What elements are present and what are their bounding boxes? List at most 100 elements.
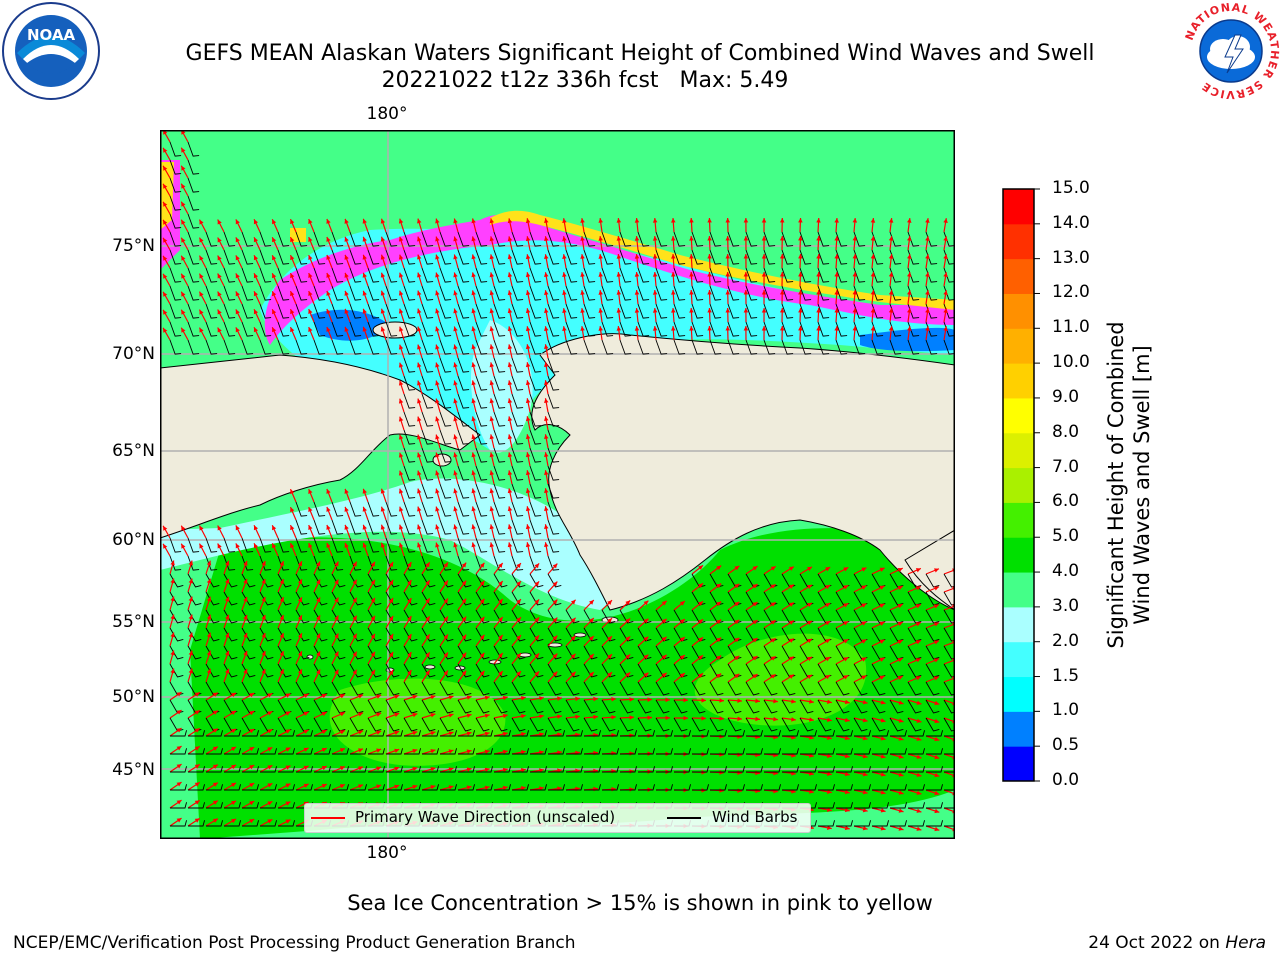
- wave-direction-arrowhead: [807, 584, 813, 590]
- wave-direction-arrowhead: [362, 218, 367, 224]
- wave-direction-arrowhead: [176, 746, 182, 751]
- wind-barb: [512, 784, 529, 791]
- wave-direction-arrowhead: [303, 711, 309, 716]
- wave-direction-arrowhead: [253, 255, 259, 261]
- wave-direction-arrowhead: [435, 506, 440, 512]
- wave-direction-arrowhead: [358, 784, 363, 789]
- wave-direction-arrowhead: [376, 766, 382, 771]
- wave-direction-arrowhead: [489, 542, 495, 548]
- wind-barb: [206, 784, 223, 791]
- wave-direction-arrowhead: [755, 716, 760, 722]
- wave-direction-arrowhead: [303, 693, 309, 698]
- wave-direction-arrowhead: [163, 201, 168, 207]
- wave-direction-arrowhead: [443, 634, 448, 640]
- wave-direction-arrowhead: [625, 654, 631, 660]
- wave-direction-arrowhead: [163, 255, 168, 261]
- wave-direction-arrowhead: [862, 717, 868, 723]
- wind-barb: [691, 573, 706, 588]
- wind-barb: [907, 591, 922, 606]
- wave-direction-arrowhead: [798, 218, 803, 223]
- wind-barb: [727, 249, 740, 265]
- wind-barb: [169, 609, 184, 624]
- wind-barb: [818, 748, 835, 755]
- wave-direction-arrowhead: [844, 753, 850, 759]
- wave-direction-arrowhead: [507, 398, 513, 404]
- wave-direction-arrowhead: [212, 692, 218, 697]
- wind-barb: [169, 627, 184, 642]
- wind-barb: [439, 645, 454, 660]
- wave-direction-arrowhead: [435, 452, 440, 458]
- sea-ice-note: Sea Ice Concentration > 15% is shown in …: [347, 891, 933, 915]
- wave-direction-arrowhead: [629, 769, 634, 774]
- wave-direction-arrowhead: [752, 584, 758, 589]
- wave-direction-arrowhead: [471, 398, 476, 404]
- wave-direction-arrowhead: [752, 656, 758, 661]
- wind-barb: [745, 321, 758, 337]
- wind-barb: [584, 766, 601, 773]
- wind-barb: [529, 321, 542, 337]
- wave-direction-arrowhead: [816, 254, 821, 259]
- wave-direction-arrowhead: [525, 290, 531, 296]
- wind-barb: [422, 784, 439, 791]
- wind-barb: [583, 321, 596, 337]
- wind-barb: [493, 519, 506, 535]
- wind-barb: [386, 730, 403, 737]
- wind-barb: [187, 285, 200, 301]
- wave-direction-arrowhead: [398, 470, 404, 476]
- wave-direction-arrowhead: [466, 785, 472, 790]
- wind-barb: [691, 267, 704, 283]
- wind-barb: [205, 555, 218, 571]
- wave-direction-arrowhead: [181, 237, 186, 243]
- wave-direction-arrowhead: [471, 362, 476, 368]
- wind-barb: [529, 627, 544, 642]
- wind-barb: [601, 681, 616, 696]
- wind-barb: [529, 555, 542, 571]
- wave-direction-arrowhead: [661, 600, 667, 606]
- wind-barb: [494, 784, 511, 791]
- wind-barb: [728, 748, 745, 755]
- wave-direction-arrowhead: [170, 596, 175, 602]
- wave-direction-arrowhead: [544, 362, 549, 368]
- wave-direction-arrowhead: [525, 524, 531, 530]
- wind-barb: [295, 519, 308, 535]
- wind-barb: [925, 645, 940, 660]
- wind-barb: [547, 609, 562, 624]
- wave-direction-arrowhead: [562, 290, 567, 295]
- wind-barb: [943, 339, 955, 355]
- wind-barb: [331, 267, 344, 283]
- wind-barb: [331, 681, 346, 696]
- wind-barb: [727, 321, 740, 337]
- wave-direction-arrowhead: [321, 783, 327, 789]
- wind-barb: [746, 748, 763, 755]
- wind-barb: [421, 501, 434, 517]
- wave-direction-arrowhead: [557, 714, 562, 719]
- colorbar-segment: [1003, 537, 1034, 573]
- wind-barb: [457, 501, 470, 517]
- wave-direction-arrowhead: [898, 826, 904, 831]
- wave-direction-arrowhead: [388, 669, 394, 675]
- wave-direction-arrowhead: [507, 362, 513, 368]
- wave-direction-arrowhead: [417, 290, 422, 296]
- wind-barb: [331, 627, 346, 642]
- wave-direction-arrowhead: [188, 560, 193, 566]
- wave-direction-arrowhead: [562, 254, 567, 259]
- wind-barb: [908, 802, 925, 809]
- wind-barb: [529, 591, 544, 606]
- wind-barb: [710, 784, 727, 791]
- wind-barb: [349, 645, 364, 660]
- wind-barb: [313, 609, 328, 624]
- wind-barb: [655, 681, 670, 696]
- wave-direction-arrowhead: [689, 290, 694, 295]
- wave-direction-arrowhead: [489, 380, 495, 386]
- wind-barb: [188, 802, 205, 809]
- wave-direction-arrowhead: [907, 326, 912, 331]
- wind-barb: [511, 573, 526, 588]
- wind-barb: [169, 141, 182, 157]
- wind-barb: [547, 555, 560, 571]
- wave-direction-arrowhead: [489, 326, 495, 332]
- wave-direction-arrowhead: [376, 694, 382, 699]
- wave-direction-arrowhead: [516, 599, 521, 605]
- wind-barb: [385, 645, 400, 660]
- wind-barb: [835, 267, 848, 283]
- wind-barb: [457, 555, 470, 571]
